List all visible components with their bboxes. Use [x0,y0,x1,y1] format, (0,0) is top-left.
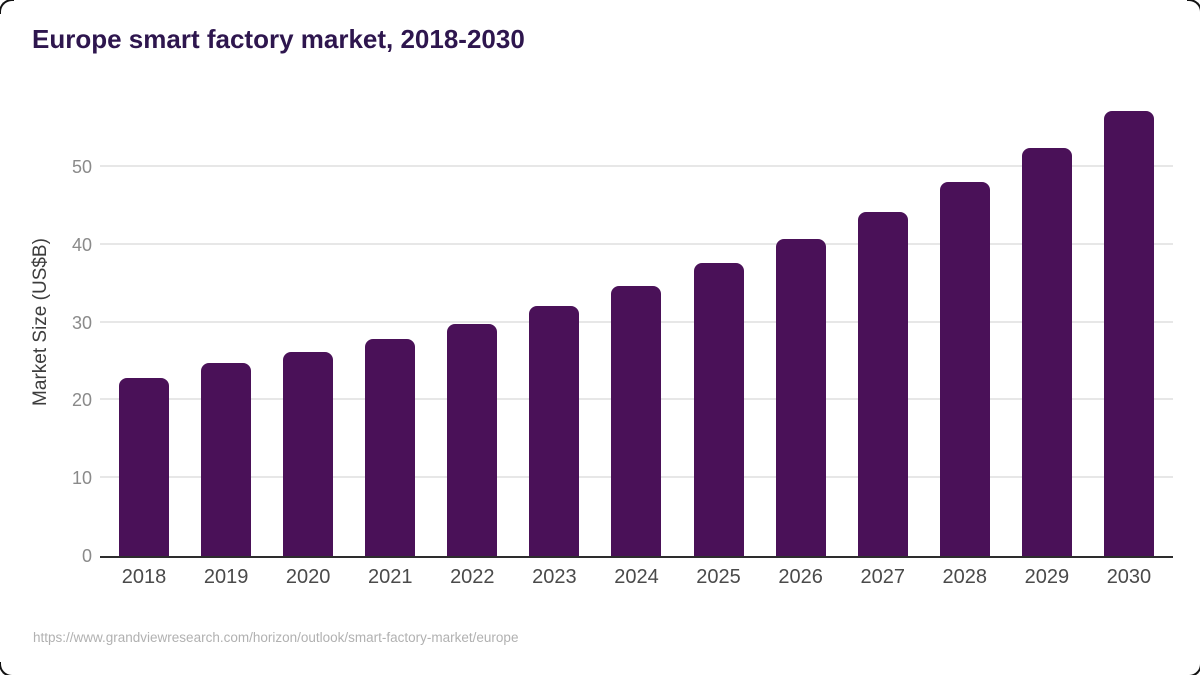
x-tick-label-2023: 2023 [532,566,577,588]
y-tick-label-50: 50 [71,156,92,177]
x-tick-label-2026: 2026 [778,566,823,588]
chart-title: Europe smart factory market, 2018-2030 [32,24,525,54]
x-axis-line [100,556,1173,558]
gridline-40 [100,242,1173,245]
card-corner-top-left-decoration [0,0,14,14]
x-tick-label-2024: 2024 [614,566,659,588]
bar-2025 [693,263,744,556]
x-tick-label-2027: 2027 [860,566,905,588]
x-tick-label-2030: 2030 [1106,566,1152,588]
y-axis-tick-labels: 0 10 20 30 40 50 [32,89,92,566]
y-tick-label-20: 20 [71,390,92,411]
x-tick-label-cell: 2026 [776,566,826,589]
x-tick-label-2028: 2028 [942,566,988,588]
x-tick-label-cell: 2024 [611,566,661,589]
x-tick-label-2025: 2025 [696,566,741,588]
bar-2028 [939,181,990,556]
bar-2022 [447,324,498,556]
x-tick-label-cell: 2020 [283,566,333,589]
x-tick-label-2019: 2019 [203,566,249,588]
x-tick-label-cell: 2030 [1104,566,1154,589]
bar-2018 [119,377,169,556]
bar-2024 [611,285,662,556]
bar-2029 [1021,148,1072,556]
bar-2019 [201,362,252,556]
bar-2027 [857,211,908,556]
x-tick-label-cell: 2022 [447,566,497,589]
bar-2030 [1103,110,1154,556]
x-tick-label-2021: 2021 [367,566,413,588]
source-url: https://www.grandviewresearch.com/horizo… [33,630,519,645]
y-tick-label-0: 0 [81,546,92,566]
bar-2020 [283,352,334,556]
card-corner-bottom-left-decoration [0,661,14,675]
x-tick-label-cell: 2028 [940,566,990,589]
plot-area [100,89,1173,558]
x-tick-label-2020: 2020 [285,566,331,588]
y-tick-label-10: 10 [71,468,92,489]
x-tick-label-cell: 2021 [365,566,415,589]
x-tick-label-2022: 2022 [450,566,495,588]
x-tick-label-cell: 2029 [1022,566,1072,589]
x-tick-label-2018: 2018 [121,566,167,588]
bar-2021 [365,338,416,556]
x-tick-label-2029: 2029 [1024,566,1070,588]
gridline-50 [100,164,1173,167]
bars-layer [100,89,1173,556]
x-tick-label-cell: 2018 [119,566,169,589]
card-corner-bottom-right-decoration [1186,661,1200,675]
card-corner-top-right-decoration [1186,0,1200,14]
y-tick-label-40: 40 [71,234,92,255]
x-tick-label-cell: 2019 [201,566,251,589]
bar-2026 [775,239,826,556]
x-tick-label-cell: 2025 [694,566,744,589]
x-tick-label-cell: 2027 [858,566,908,589]
x-tick-label-cell: 2023 [529,566,579,589]
x-axis-tick-labels: 2018 2019 2020 2021 2022 2023 2024 2025 2026 2027… [100,566,1173,589]
y-tick-label-30: 30 [71,312,92,333]
bar-2023 [529,306,580,556]
